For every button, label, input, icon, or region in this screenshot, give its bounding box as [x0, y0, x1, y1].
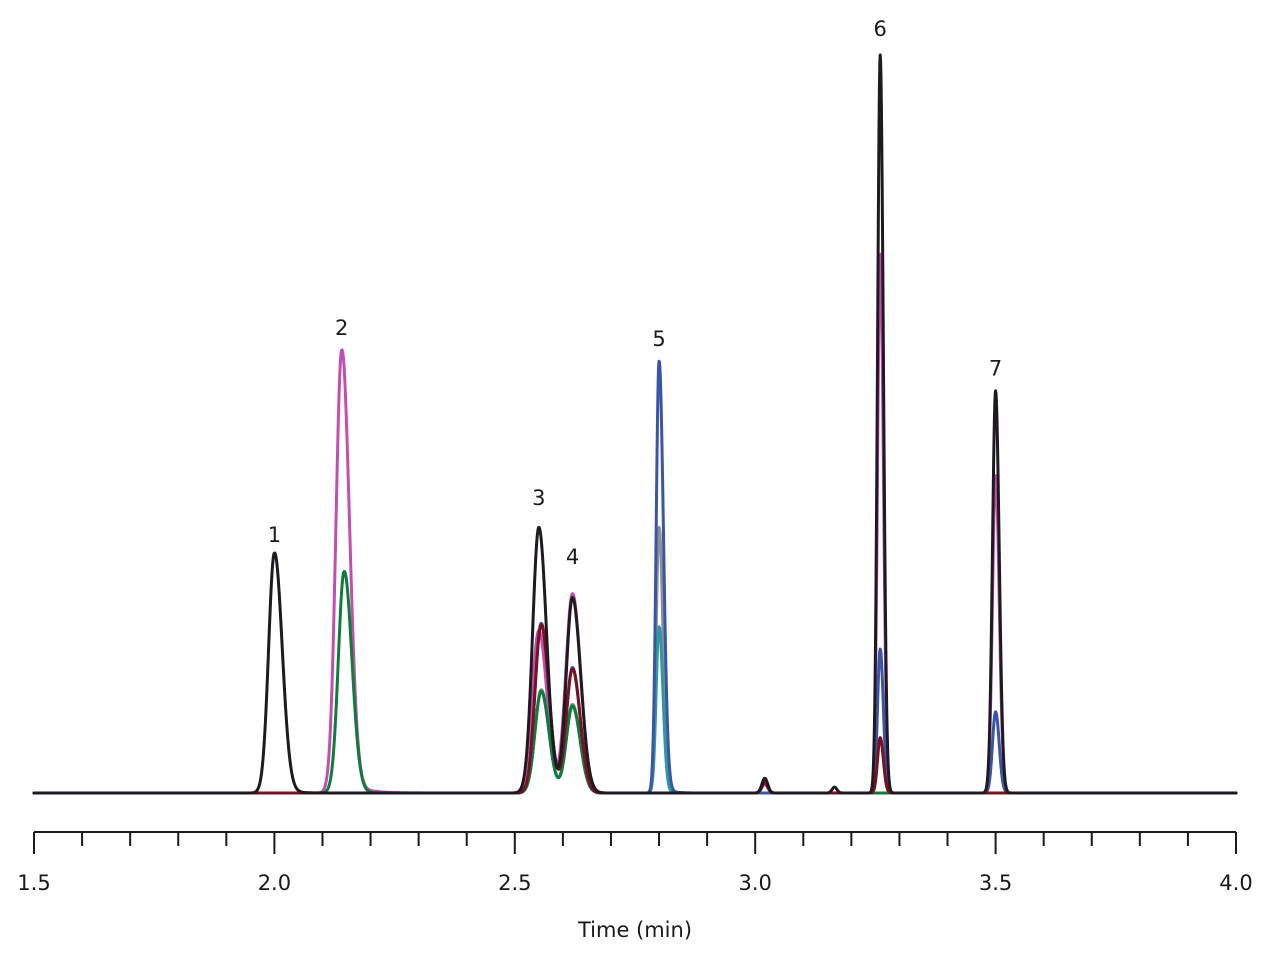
chromatogram-trace-4	[32, 569, 1238, 795]
peak-label-1: 1	[268, 523, 281, 547]
peak-label-5: 5	[652, 327, 665, 351]
peak-labels: 1 2 3 4 5 6 7	[268, 17, 1003, 569]
x-tick-label: 3.0	[738, 871, 771, 895]
peak-label-3: 3	[532, 486, 545, 510]
x-tick-label: 2.0	[258, 871, 291, 895]
x-axis-ticks: 1.5 2.0 2.5 3.0 3.5 4.0	[17, 832, 1253, 895]
chromatogram-trace-6	[32, 623, 1238, 795]
chromatogram-traces	[32, 53, 1238, 795]
chromatogram-trace-2	[32, 525, 1238, 795]
peak-label-7: 7	[989, 357, 1002, 381]
chromatogram-trace-5	[32, 359, 1238, 795]
peak-label-4: 4	[566, 545, 579, 569]
x-axis-title: Time (min)	[577, 918, 692, 942]
x-tick-label: 4.0	[1219, 871, 1252, 895]
peak-label-6: 6	[874, 17, 887, 41]
x-tick-label: 3.5	[979, 871, 1012, 895]
x-tick-label: 1.5	[17, 871, 50, 895]
x-tick-label: 2.5	[498, 871, 531, 895]
peak-label-2: 2	[335, 316, 348, 340]
x-axis: 1.5 2.0 2.5 3.0 3.5 4.0	[17, 831, 1253, 895]
chromatogram-trace-1	[32, 252, 1238, 795]
chromatogram-trace-7	[32, 53, 1238, 795]
chromatogram-trace-3	[32, 625, 1238, 795]
